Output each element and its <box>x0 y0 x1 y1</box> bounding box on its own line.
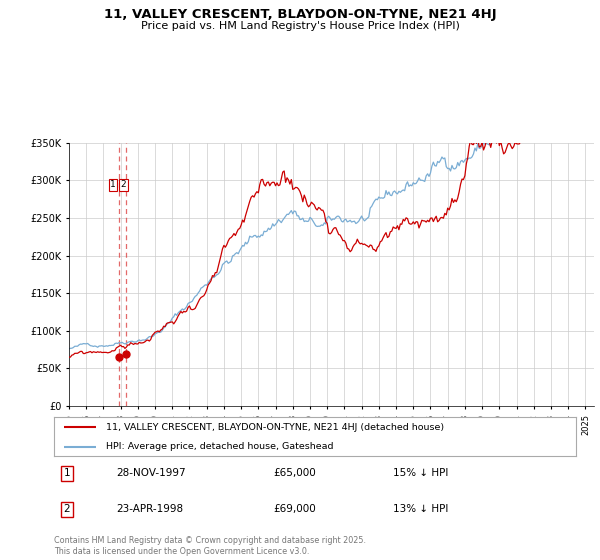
Text: 11, VALLEY CRESCENT, BLAYDON-ON-TYNE, NE21 4HJ: 11, VALLEY CRESCENT, BLAYDON-ON-TYNE, NE… <box>104 8 496 21</box>
Text: £65,000: £65,000 <box>273 468 316 478</box>
Text: 1: 1 <box>64 468 70 478</box>
Text: 15% ↓ HPI: 15% ↓ HPI <box>394 468 449 478</box>
Text: 13% ↓ HPI: 13% ↓ HPI <box>394 505 449 515</box>
Text: 1: 1 <box>110 180 116 189</box>
Text: Price paid vs. HM Land Registry's House Price Index (HPI): Price paid vs. HM Land Registry's House … <box>140 21 460 31</box>
Text: 2: 2 <box>121 180 126 189</box>
Text: £69,000: £69,000 <box>273 505 316 515</box>
Text: HPI: Average price, detached house, Gateshead: HPI: Average price, detached house, Gate… <box>106 442 334 451</box>
Text: 23-APR-1998: 23-APR-1998 <box>116 505 184 515</box>
Text: 28-NOV-1997: 28-NOV-1997 <box>116 468 186 478</box>
Text: 11, VALLEY CRESCENT, BLAYDON-ON-TYNE, NE21 4HJ (detached house): 11, VALLEY CRESCENT, BLAYDON-ON-TYNE, NE… <box>106 422 445 432</box>
Text: 2: 2 <box>64 505 70 515</box>
Text: Contains HM Land Registry data © Crown copyright and database right 2025.
This d: Contains HM Land Registry data © Crown c… <box>54 536 366 556</box>
